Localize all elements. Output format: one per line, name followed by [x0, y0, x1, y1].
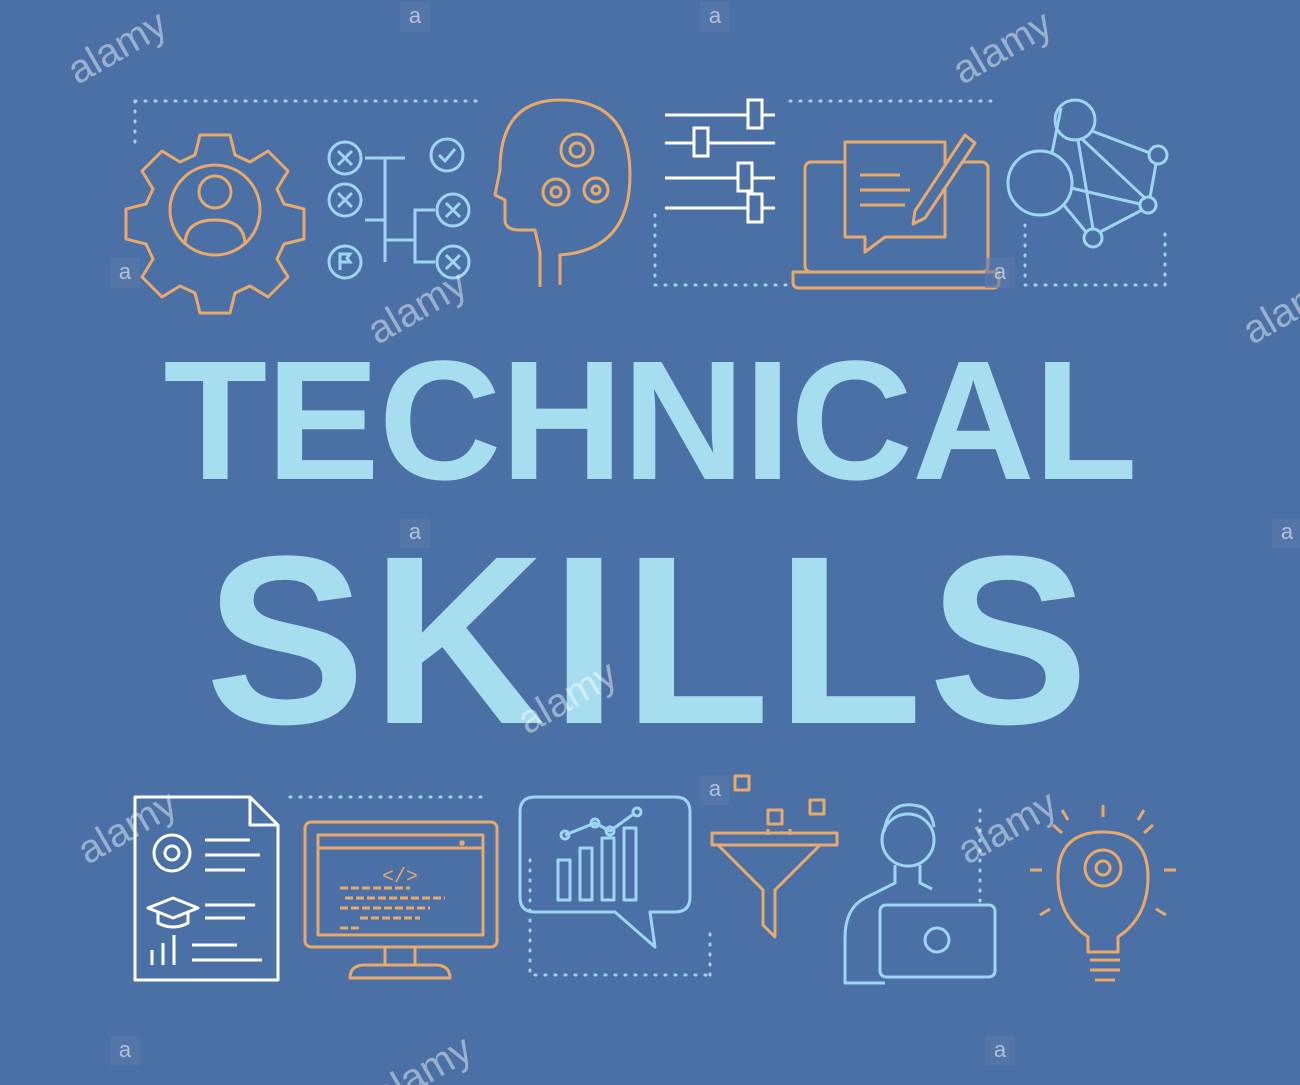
lightbulb-gear-icon: [1030, 805, 1176, 982]
watermark-mark: a: [985, 1036, 1015, 1066]
person-laptop-icon: [843, 803, 997, 985]
gear-person-icon: [124, 133, 306, 315]
watermark-mark: a: [400, 518, 430, 548]
watermark-mark: a: [110, 258, 140, 288]
laptop-pen-icon: [791, 133, 1001, 290]
dotted-frames-bottom: [288, 795, 982, 977]
chart-bubble-icon: [518, 795, 692, 949]
network-nodes-icon: [1006, 98, 1169, 249]
watermark-mark: a: [110, 1036, 140, 1066]
funnel-icon: [710, 774, 839, 939]
decision-tree-icon: [327, 137, 471, 280]
sliders-icon: [665, 98, 775, 224]
dotted-frames-top: [133, 99, 1167, 287]
watermark-mark: a: [700, 2, 730, 32]
monitor-code-label: </>: [382, 866, 418, 889]
watermark-mark: a: [1272, 518, 1300, 548]
title-line-1: TECHNICAL: [163, 326, 1137, 516]
head-gears-icon: [493, 98, 632, 287]
watermark-mark: a: [400, 2, 430, 32]
watermark-mark: a: [700, 775, 730, 805]
title-line-2: SKILLS: [205, 506, 1095, 774]
watermark-mark: a: [985, 258, 1015, 288]
monitor-code-icon: [303, 820, 499, 980]
document-certificate-icon: [133, 795, 280, 982]
